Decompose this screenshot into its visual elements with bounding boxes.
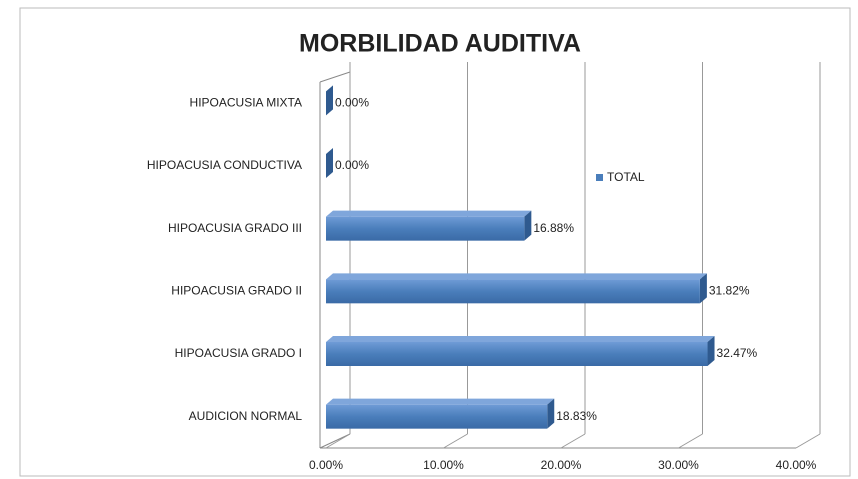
floor-side xyxy=(319,433,351,449)
category-label: HIPOACUSIA MIXTA xyxy=(190,96,302,110)
value-label: 18.83% xyxy=(556,409,597,423)
x-tick-label: 40.00% xyxy=(776,458,817,472)
bar-front xyxy=(326,279,700,304)
chart-title: MORBILIDAD AUDITIVA xyxy=(299,30,581,58)
bar-side xyxy=(524,210,532,241)
legend-label: TOTAL xyxy=(607,170,645,184)
bar-side xyxy=(326,85,333,116)
value-label: 32.47% xyxy=(717,346,758,360)
grid-floor xyxy=(325,433,351,449)
category-label: HIPOACUSIA GRADO III xyxy=(168,221,302,235)
chart-frame xyxy=(19,7,851,477)
value-label: 16.88% xyxy=(533,221,574,235)
bar xyxy=(326,210,532,241)
bar-top xyxy=(326,273,707,280)
bar-side xyxy=(326,148,333,178)
value-label: 31.82% xyxy=(709,284,750,298)
bar xyxy=(326,148,333,178)
bar-front xyxy=(326,404,548,429)
x-tick-label: 0.00% xyxy=(309,458,343,472)
bar-top xyxy=(326,398,555,405)
bar-side xyxy=(699,273,707,304)
bar-top xyxy=(326,336,715,342)
bar-top xyxy=(326,210,532,217)
category-label: HIPOACUSIA GRADO I xyxy=(175,346,302,360)
bar-front xyxy=(326,216,525,241)
grid-floor xyxy=(678,433,703,449)
grid-floor xyxy=(795,433,821,449)
x-tick-label: 30.00% xyxy=(658,458,699,472)
axis-top xyxy=(319,71,351,83)
legend-swatch xyxy=(596,174,603,181)
category-label: HIPOACUSIA CONDUCTIVA xyxy=(147,158,302,172)
bar-front xyxy=(326,342,708,366)
value-label: 0.00% xyxy=(335,158,369,172)
category-label: AUDICION NORMAL xyxy=(189,409,303,423)
bar xyxy=(326,336,715,366)
bar-side xyxy=(707,336,715,366)
bar-side xyxy=(547,398,555,429)
grid-floor xyxy=(443,433,468,449)
value-label: 0.00% xyxy=(335,96,369,110)
bar xyxy=(326,85,333,116)
category-label: HIPOACUSIA GRADO II xyxy=(171,284,302,298)
x-tick-label: 20.00% xyxy=(541,458,582,472)
bar xyxy=(326,398,555,429)
x-tick-label: 10.00% xyxy=(423,458,464,472)
bar xyxy=(326,273,707,304)
grid-floor xyxy=(560,433,586,449)
